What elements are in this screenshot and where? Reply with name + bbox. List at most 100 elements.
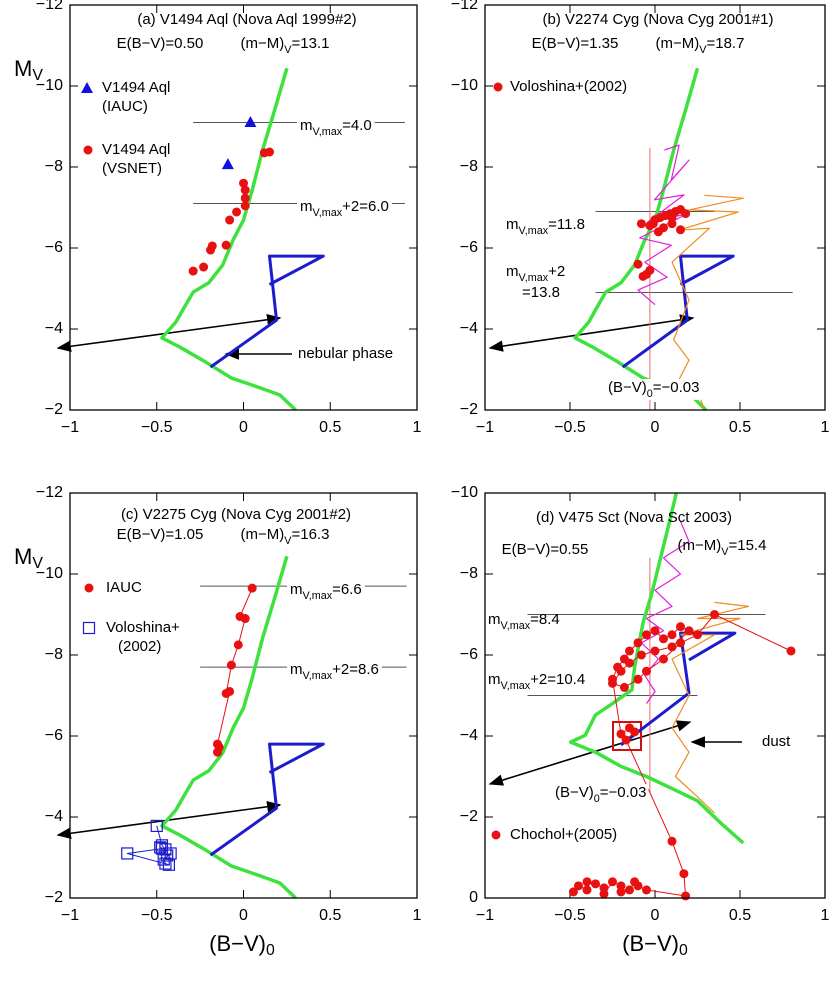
x-tick-label: −0.5	[141, 419, 173, 436]
reference-label-part: =11.8	[548, 216, 585, 233]
y-tick-label: −10	[451, 77, 478, 94]
point	[244, 116, 257, 128]
point	[582, 877, 592, 887]
distance-modulus: (m−M)V=18.7	[656, 35, 745, 56]
y-tick-label: −4	[460, 320, 478, 337]
point	[667, 213, 677, 223]
label-background	[297, 115, 375, 139]
x-tick-label: 0.5	[729, 419, 751, 436]
point	[150, 819, 163, 833]
reference-label-part: V,max	[519, 225, 549, 237]
point	[636, 219, 646, 229]
y-tick-label: −6	[460, 646, 478, 663]
distance-modulus-part: (m−M)	[656, 35, 700, 52]
reference-label-part: m	[300, 198, 313, 215]
y-tick-label: −8	[45, 646, 63, 663]
reference-label: mV,max+2	[506, 263, 565, 284]
point	[608, 678, 617, 688]
x-tick-label: −0.5	[554, 907, 586, 924]
y-tick-label: −4	[460, 727, 478, 744]
point	[240, 614, 250, 624]
reference-label-part: =6.6	[332, 581, 362, 598]
annotation: dust	[762, 733, 791, 750]
x-tick-label: 1	[821, 907, 830, 924]
point	[616, 887, 626, 897]
point	[568, 887, 578, 897]
y-tick-label: −6	[460, 239, 478, 256]
x-tick-label: 0	[651, 419, 660, 436]
point	[240, 185, 250, 195]
point	[225, 686, 235, 696]
x-tick-label: −1	[61, 419, 79, 436]
reference-label-part: =4.0	[342, 117, 372, 134]
y-axis-label-part: V	[32, 67, 43, 84]
point	[599, 889, 609, 899]
point	[667, 630, 677, 640]
distance-modulus: (m−M)V=13.1	[241, 35, 330, 56]
reference-label: mV,max=4.0	[300, 117, 372, 138]
point	[206, 245, 216, 255]
point	[667, 836, 677, 846]
arrow	[56, 314, 282, 352]
point	[239, 178, 248, 188]
reference-label-part: +2	[548, 263, 565, 280]
label-background	[606, 378, 702, 400]
label-background	[287, 579, 365, 603]
point	[616, 729, 626, 739]
legend-label: Voloshina+	[106, 619, 180, 636]
y-tick-label: −8	[460, 565, 478, 582]
x-tick-label: 0	[239, 419, 248, 436]
reference-label-part: m	[488, 611, 501, 628]
x-tick-label: −1	[61, 907, 79, 924]
legend-label: (IAUC)	[102, 98, 148, 115]
distance-modulus-part: =18.7	[706, 35, 744, 52]
point	[616, 666, 626, 676]
y-tick-label: 0	[469, 889, 478, 906]
y-axis-label-part: V	[32, 555, 43, 572]
point	[155, 842, 169, 855]
reference-label-part: V,max	[501, 680, 531, 692]
point	[162, 858, 175, 871]
point	[645, 265, 655, 275]
series-line	[160, 67, 297, 412]
legend-marker	[83, 145, 93, 155]
distance-modulus: (m−M)V=15.4	[678, 537, 767, 558]
series-line	[160, 555, 297, 900]
label-background	[287, 659, 382, 683]
reference-label-part: (B−V)	[555, 784, 594, 801]
reference-label-part: V,max	[313, 207, 343, 219]
distance-modulus-part: (m−M)	[241, 35, 285, 52]
legend-label: V1494 Aql	[102, 141, 170, 158]
y-tick-label: −2	[45, 401, 63, 418]
legend-marker	[493, 82, 503, 92]
point	[574, 881, 583, 891]
series-line	[209, 742, 325, 857]
y-tick-label: −12	[36, 0, 63, 13]
x-axis-label-part: 0	[679, 942, 688, 959]
x-tick-label: 0	[651, 907, 660, 924]
reference-label-part: =−0.03	[600, 784, 647, 801]
x-tick-label: 1	[413, 419, 422, 436]
point	[684, 626, 694, 636]
arrow	[488, 314, 695, 352]
plot-frame	[69, 492, 418, 899]
reference-label: (B−V)0=−0.03	[608, 379, 700, 400]
x-axis-label: (B−V)0	[209, 931, 275, 959]
series-line	[568, 492, 745, 845]
legend-marker	[81, 82, 93, 93]
legend-label: V1494 Aql	[102, 79, 170, 96]
point	[693, 630, 702, 640]
point	[591, 879, 600, 889]
reddening: E(B−V)=1.35	[532, 35, 619, 52]
reference-label: mV,max=11.8	[506, 216, 585, 237]
legend-marker	[84, 583, 94, 593]
reference-label-part: 0	[647, 388, 653, 400]
point	[650, 646, 660, 656]
distance-modulus-part: V	[284, 44, 292, 56]
point	[582, 885, 592, 895]
x-tick-label: −0.5	[141, 907, 173, 924]
point	[676, 638, 685, 648]
point	[642, 630, 651, 640]
x-tick-label: 0.5	[729, 907, 751, 924]
y-tick-label: −10	[36, 77, 63, 94]
